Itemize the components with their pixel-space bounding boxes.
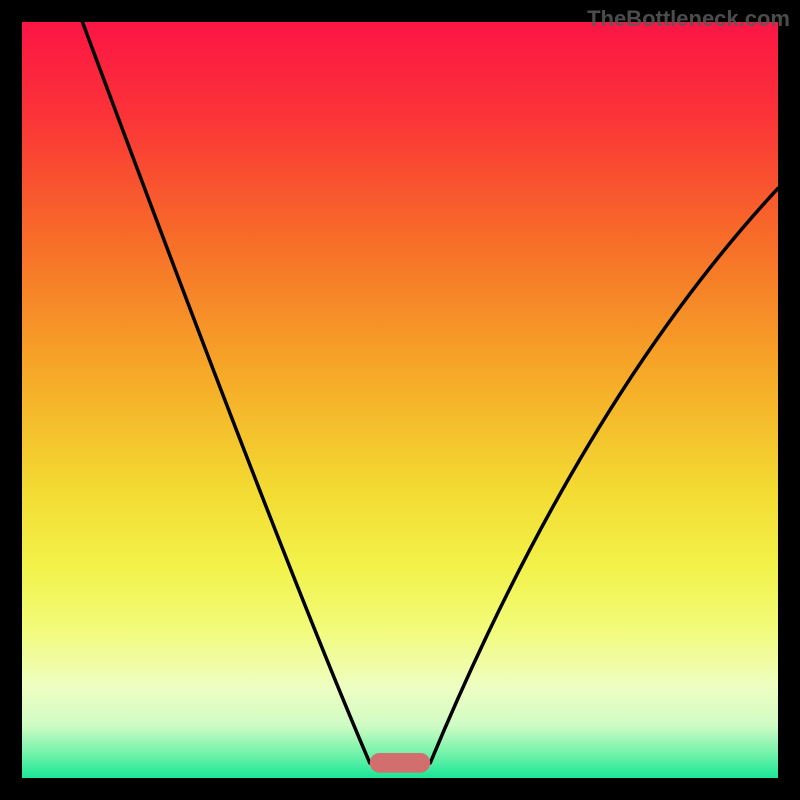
bottleneck-chart: TheBottleneck.com <box>0 0 800 800</box>
chart-svg <box>0 0 800 800</box>
chart-background <box>22 22 778 778</box>
minimum-marker <box>370 753 430 773</box>
